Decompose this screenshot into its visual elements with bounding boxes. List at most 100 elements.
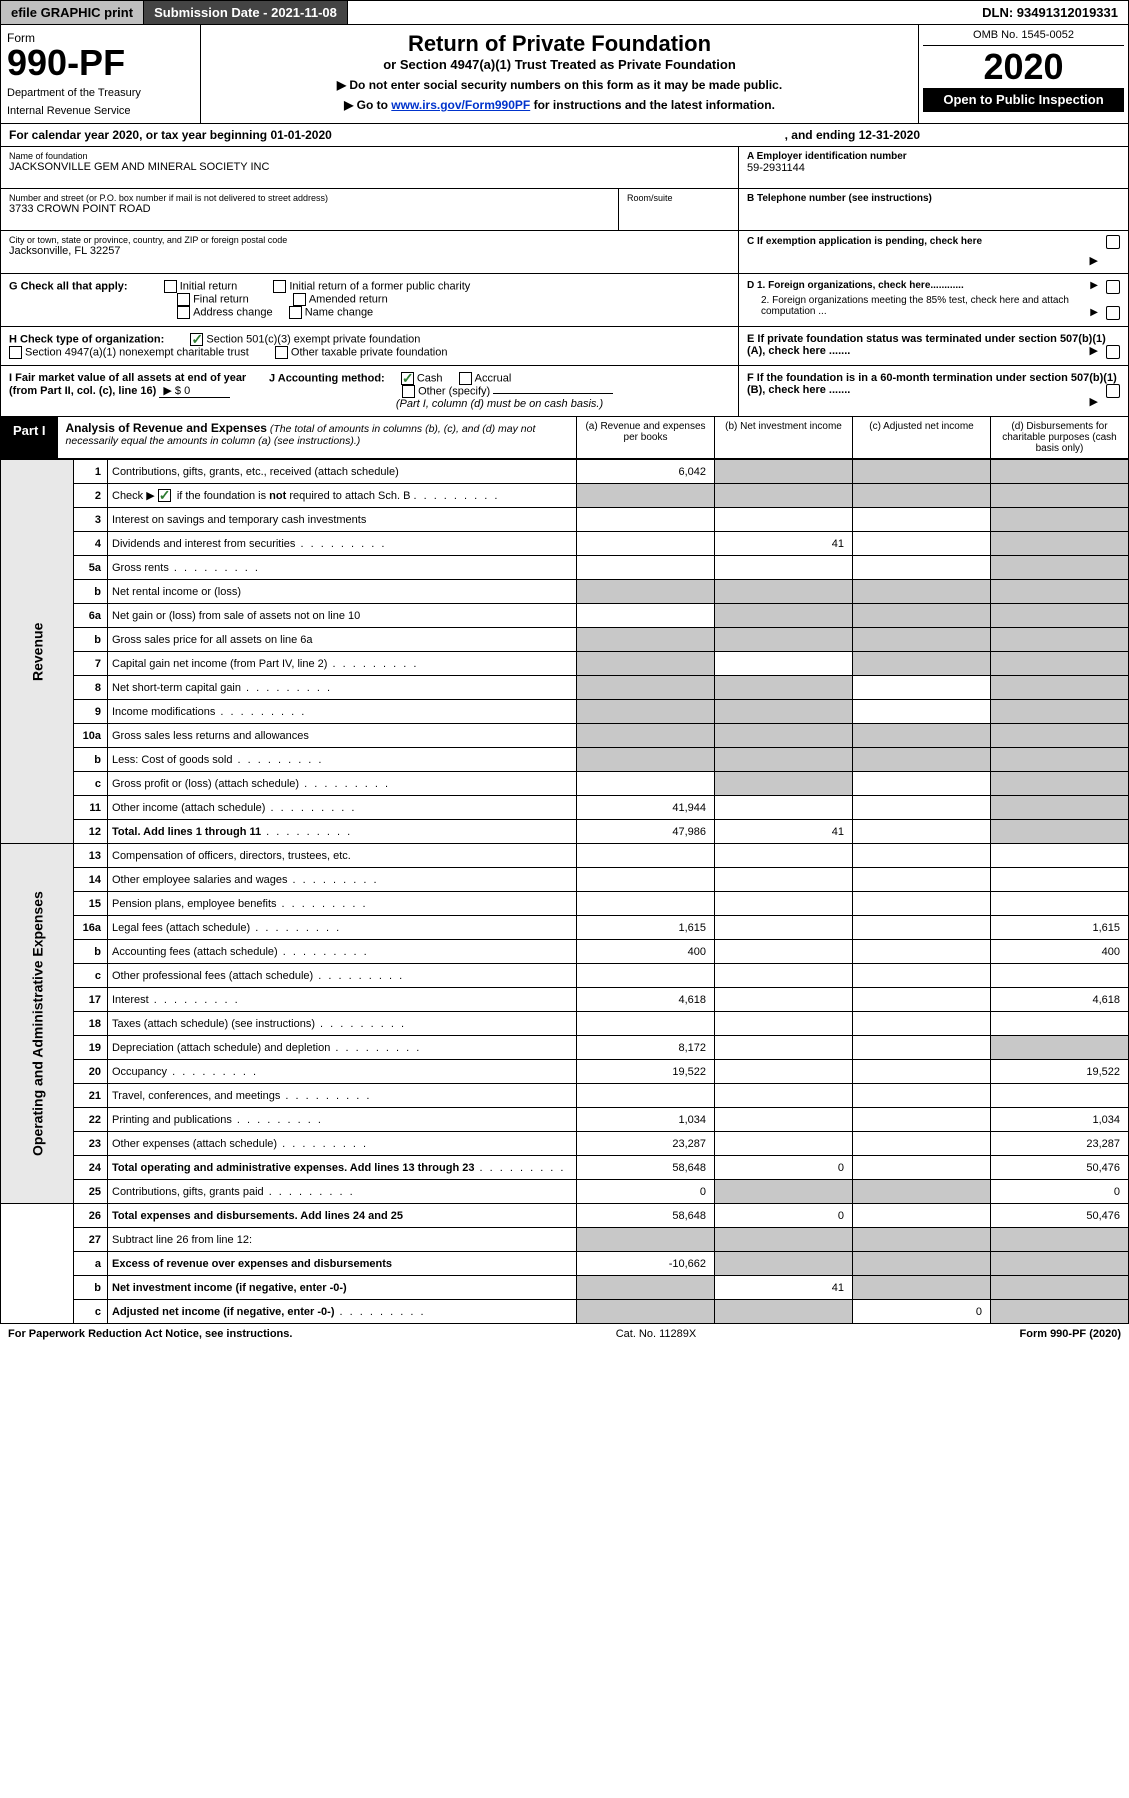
row-27c: Adjusted net income (if negative, enter …	[108, 1300, 577, 1324]
efile-btn[interactable]: efile GRAPHIC print	[1, 1, 144, 24]
foundation-name-cell: Name of foundation JACKSONVILLE GEM AND …	[1, 147, 738, 189]
cb-accrual[interactable]	[459, 372, 472, 385]
exemption-cell: C If exemption application is pending, c…	[739, 231, 1128, 273]
ssn-note: ▶ Do not enter social security numbers o…	[207, 78, 912, 92]
cat-no: Cat. No. 11289X	[292, 1328, 1019, 1340]
ij-row: I Fair market value of all assets at end…	[0, 366, 1129, 417]
row-14: Other employee salaries and wages	[108, 868, 577, 892]
row-19: Depreciation (attach schedule) and deple…	[108, 1036, 577, 1060]
row-25: Contributions, gifts, grants paid	[108, 1180, 577, 1204]
e-checkbox[interactable]	[1106, 345, 1120, 359]
row-13: Compensation of officers, directors, tru…	[108, 844, 577, 868]
cb-address-change[interactable]	[177, 306, 190, 319]
row-26: Total expenses and disbursements. Add li…	[108, 1204, 577, 1228]
col-d-header: (d) Disbursements for charitable purpose…	[990, 417, 1128, 458]
row-10a: Gross sales less returns and allowances	[108, 724, 577, 748]
cb-initial-return[interactable]	[164, 280, 177, 293]
row-4: Dividends and interest from securities	[108, 532, 577, 556]
cb-other-taxable[interactable]	[275, 346, 288, 359]
page-footer: For Paperwork Reduction Act Notice, see …	[0, 1324, 1129, 1344]
cb-amended[interactable]	[293, 293, 306, 306]
row-6b: Gross sales price for all assets on line…	[108, 628, 577, 652]
row-9: Income modifications	[108, 700, 577, 724]
row-7: Capital gain net income (from Part IV, l…	[108, 652, 577, 676]
i-value: ▶ $ 0	[159, 385, 230, 398]
row-18: Taxes (attach schedule) (see instruction…	[108, 1012, 577, 1036]
g-row: G Check all that apply: Initial return I…	[0, 274, 1129, 327]
address-cell: Number and street (or P.O. box number if…	[1, 189, 618, 230]
row-23: Other expenses (attach schedule)	[108, 1132, 577, 1156]
c-label: C If exemption application is pending, c…	[747, 236, 982, 247]
form-ref: Form 990-PF (2020)	[1020, 1328, 1122, 1340]
j-label: J Accounting method:	[269, 372, 385, 384]
row-20: Occupancy	[108, 1060, 577, 1084]
cb-501c3[interactable]	[190, 333, 203, 346]
irs-label: Internal Revenue Service	[7, 105, 194, 117]
c-checkbox[interactable]	[1106, 235, 1120, 249]
col-b-header: (b) Net investment income	[714, 417, 852, 458]
form-subtitle: or Section 4947(a)(1) Trust Treated as P…	[207, 57, 912, 72]
d1-checkbox[interactable]	[1106, 280, 1120, 294]
j-note: (Part I, column (d) must be on cash basi…	[269, 398, 730, 410]
addr-label: Number and street (or P.O. box number if…	[9, 193, 610, 203]
col-a-header: (a) Revenue and expenses per books	[576, 417, 714, 458]
row-15: Pension plans, employee benefits	[108, 892, 577, 916]
row-10b: Less: Cost of goods sold	[108, 748, 577, 772]
row-5b: Net rental income or (loss)	[108, 580, 577, 604]
tel-label: B Telephone number (see instructions)	[747, 193, 1120, 204]
row-24: Total operating and administrative expen…	[108, 1156, 577, 1180]
cb-final-return[interactable]	[177, 293, 190, 306]
dept-treasury: Department of the Treasury	[7, 87, 194, 99]
row-16c: Other professional fees (attach schedule…	[108, 964, 577, 988]
city-cell: City or town, state or province, country…	[1, 231, 738, 273]
revenue-label: Revenue	[1, 460, 74, 844]
e-label: E If private foundation status was termi…	[747, 333, 1106, 357]
cb-4947[interactable]	[9, 346, 22, 359]
topbar: efile GRAPHIC print Submission Date - 20…	[0, 0, 1129, 25]
ein-value: 59-2931144	[747, 162, 1120, 174]
dln: DLN: 93491312019331	[972, 1, 1128, 24]
submission-date: Submission Date - 2021-11-08	[144, 1, 348, 24]
row-6a: Net gain or (loss) from sale of assets n…	[108, 604, 577, 628]
form-number: 990-PF	[7, 45, 194, 81]
address: 3733 CROWN POINT ROAD	[9, 203, 610, 215]
cb-schb[interactable]	[158, 489, 171, 502]
cb-other[interactable]	[402, 385, 415, 398]
h-label: H Check type of organization:	[9, 333, 164, 345]
row-12: Total. Add lines 1 through 11	[108, 820, 577, 844]
row-3: Interest on savings and temporary cash i…	[108, 508, 577, 532]
irs-link[interactable]: www.irs.gov/Form990PF	[391, 98, 530, 112]
row-8: Net short-term capital gain	[108, 676, 577, 700]
row-27: Subtract line 26 from line 12:	[108, 1228, 577, 1252]
d1-label: D 1. Foreign organizations, check here..…	[747, 280, 964, 291]
paperwork-notice: For Paperwork Reduction Act Notice, see …	[8, 1328, 292, 1340]
f-label: F If the foundation is in a 60-month ter…	[747, 372, 1117, 396]
g-label: G Check all that apply:	[9, 280, 128, 292]
row-22: Printing and publications	[108, 1108, 577, 1132]
part1-header: Part I Analysis of Revenue and Expenses …	[0, 417, 1129, 459]
tax-year: 2020	[923, 46, 1124, 88]
open-public: Open to Public Inspection	[923, 88, 1124, 112]
h-row: H Check type of organization: Section 50…	[0, 327, 1129, 366]
row-10c: Gross profit or (loss) (attach schedule)	[108, 772, 577, 796]
f-checkbox[interactable]	[1106, 384, 1120, 398]
cb-initial-former[interactable]	[273, 280, 286, 293]
row-2: Check ▶ if the foundation is not require…	[108, 484, 577, 508]
row-1: Contributions, gifts, grants, etc., rece…	[108, 460, 577, 484]
part1-title: Analysis of Revenue and Expenses	[66, 421, 267, 435]
name-label: Name of foundation	[9, 151, 730, 161]
tel-cell: B Telephone number (see instructions)	[739, 189, 1128, 231]
room-cell: Room/suite	[618, 189, 738, 230]
row-11: Other income (attach schedule)	[108, 796, 577, 820]
d2-checkbox[interactable]	[1106, 306, 1120, 320]
row-16a: Legal fees (attach schedule)	[108, 916, 577, 940]
part1-tag: Part I	[1, 417, 58, 458]
goto-note: ▶ Go to www.irs.gov/Form990PF for instru…	[207, 98, 912, 112]
cb-cash[interactable]	[401, 372, 414, 385]
cb-name-change[interactable]	[289, 306, 302, 319]
row-21: Travel, conferences, and meetings	[108, 1084, 577, 1108]
part1-table: Revenue 1Contributions, gifts, grants, e…	[0, 459, 1129, 1324]
identity-block: Name of foundation JACKSONVILLE GEM AND …	[0, 147, 1129, 274]
row-27a: Excess of revenue over expenses and disb…	[108, 1252, 577, 1276]
row-16b: Accounting fees (attach schedule)	[108, 940, 577, 964]
